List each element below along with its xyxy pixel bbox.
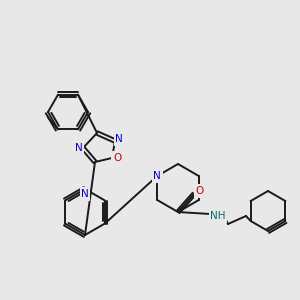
Text: NH: NH: [210, 211, 226, 221]
Text: O: O: [113, 153, 121, 163]
Text: O: O: [196, 186, 204, 196]
Text: N: N: [153, 171, 161, 181]
Text: N: N: [115, 134, 123, 144]
Text: N: N: [81, 189, 89, 199]
Text: N: N: [75, 143, 83, 153]
